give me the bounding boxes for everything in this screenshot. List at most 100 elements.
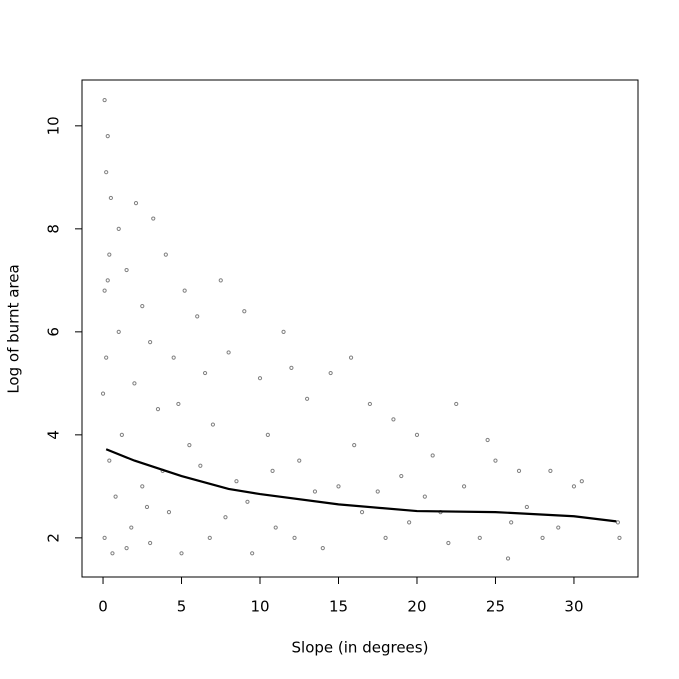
point bbox=[207, 535, 212, 540]
point bbox=[336, 484, 341, 489]
point bbox=[119, 432, 124, 437]
point bbox=[182, 288, 187, 293]
y-tick-label: 2 bbox=[45, 533, 63, 543]
y-axis-label: Log of burnt area bbox=[5, 264, 23, 393]
point bbox=[571, 484, 577, 489]
point bbox=[133, 200, 139, 206]
point bbox=[100, 391, 106, 396]
point bbox=[391, 417, 396, 422]
smooth-line bbox=[105, 448, 617, 523]
point bbox=[399, 473, 404, 479]
point bbox=[461, 484, 467, 489]
point bbox=[615, 520, 621, 525]
point bbox=[105, 278, 110, 283]
point bbox=[140, 484, 145, 489]
y-tick-label: 6 bbox=[45, 327, 63, 337]
point bbox=[140, 303, 145, 309]
point bbox=[516, 468, 522, 474]
point bbox=[367, 401, 372, 407]
point bbox=[155, 407, 161, 412]
y-tick-label: 8 bbox=[45, 224, 63, 234]
point bbox=[422, 494, 427, 499]
point bbox=[124, 267, 129, 273]
point bbox=[548, 468, 553, 474]
point bbox=[485, 437, 490, 443]
point bbox=[579, 479, 584, 484]
y-tick-label: 4 bbox=[45, 430, 63, 440]
point bbox=[226, 350, 231, 355]
point bbox=[352, 443, 357, 448]
point bbox=[116, 226, 121, 231]
point bbox=[171, 355, 176, 360]
point bbox=[509, 520, 514, 525]
point bbox=[383, 535, 388, 540]
point bbox=[151, 216, 156, 221]
point bbox=[273, 525, 278, 530]
point bbox=[407, 520, 412, 525]
point bbox=[454, 401, 459, 407]
point bbox=[477, 535, 482, 540]
point bbox=[163, 252, 168, 257]
x-tick-label: 25 bbox=[486, 598, 505, 616]
point bbox=[375, 489, 380, 494]
point bbox=[328, 370, 333, 376]
point bbox=[124, 546, 129, 551]
point bbox=[113, 494, 118, 499]
point bbox=[198, 463, 203, 468]
point bbox=[148, 340, 153, 345]
point bbox=[104, 170, 109, 175]
point bbox=[524, 504, 529, 510]
point bbox=[304, 396, 310, 401]
point bbox=[505, 556, 511, 561]
point bbox=[493, 458, 498, 463]
point bbox=[348, 355, 354, 360]
point bbox=[105, 134, 110, 139]
point bbox=[102, 535, 107, 540]
point bbox=[104, 355, 109, 360]
point bbox=[265, 432, 270, 437]
point bbox=[414, 432, 420, 437]
point bbox=[257, 376, 263, 381]
point bbox=[312, 489, 318, 494]
point bbox=[116, 329, 121, 334]
point bbox=[144, 504, 150, 510]
point bbox=[281, 329, 286, 334]
point bbox=[210, 422, 216, 427]
point bbox=[107, 252, 112, 257]
point bbox=[270, 468, 275, 474]
point bbox=[195, 314, 200, 319]
point bbox=[234, 479, 239, 484]
point bbox=[102, 97, 107, 103]
point bbox=[166, 510, 172, 515]
point bbox=[617, 535, 622, 540]
x-axis-label: Slope (in degrees) bbox=[292, 639, 429, 657]
point bbox=[223, 515, 228, 520]
x-tick-label: 15 bbox=[329, 598, 348, 616]
point bbox=[289, 365, 294, 370]
point bbox=[540, 535, 545, 540]
point bbox=[320, 546, 325, 551]
point bbox=[218, 278, 223, 283]
point bbox=[108, 195, 113, 201]
y-tick-label: 10 bbox=[45, 116, 63, 135]
point bbox=[242, 309, 247, 314]
x-tick-label: 5 bbox=[177, 598, 187, 616]
point bbox=[132, 381, 137, 386]
point bbox=[359, 510, 365, 515]
point bbox=[202, 370, 208, 376]
point bbox=[176, 401, 181, 407]
point bbox=[297, 458, 302, 463]
point bbox=[179, 551, 184, 556]
point bbox=[129, 525, 134, 530]
point bbox=[430, 453, 435, 458]
x-tick-label: 30 bbox=[564, 598, 583, 616]
point bbox=[187, 443, 192, 448]
point bbox=[102, 288, 107, 293]
plot-frame bbox=[81, 79, 639, 578]
point bbox=[110, 551, 115, 556]
point bbox=[556, 525, 561, 530]
x-tick-label: 10 bbox=[250, 598, 269, 616]
x-tick-label: 0 bbox=[98, 598, 108, 616]
point bbox=[292, 535, 297, 540]
